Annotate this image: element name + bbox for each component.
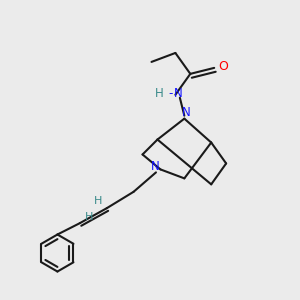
Text: H: H <box>154 87 163 100</box>
Text: N: N <box>182 106 190 118</box>
Text: N: N <box>151 160 160 173</box>
Text: -: - <box>169 87 173 100</box>
Text: O: O <box>218 60 228 73</box>
Text: H: H <box>85 212 94 222</box>
Text: H: H <box>94 196 102 206</box>
Text: N: N <box>174 87 183 100</box>
